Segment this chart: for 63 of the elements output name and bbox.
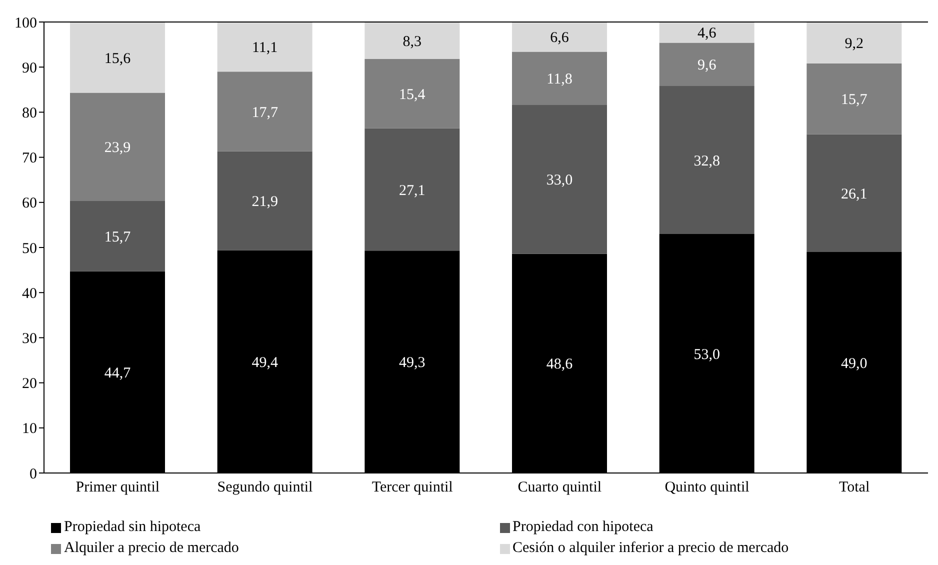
legend-label: Alquiler a precio de mercado (64, 540, 239, 557)
data-label: 49,0 (841, 356, 868, 372)
data-label: 15,6 (104, 50, 132, 67)
data-label: 23,9 (104, 140, 131, 156)
bar (70, 200, 165, 272)
bar (364, 128, 460, 251)
data-label: 6,6 (550, 30, 570, 46)
bar (512, 104, 607, 254)
data-label: 44,7 (104, 366, 132, 382)
bar (512, 22, 607, 52)
bar (806, 134, 902, 252)
y-tick-label: 10 (22, 421, 37, 438)
y-tick-label: 90 (22, 60, 37, 76)
data-label: 49,3 (399, 355, 426, 372)
data-label: 15,7 (104, 229, 132, 246)
bar (806, 22, 902, 64)
data-label: 53,0 (694, 346, 720, 363)
data-label: 17,7 (252, 104, 278, 121)
y-tick-label: 50 (22, 240, 37, 257)
bar (70, 22, 165, 93)
x-tick-label: Total (839, 480, 870, 496)
bar (217, 22, 312, 72)
data-label: 21,9 (252, 194, 278, 210)
x-tick-label: Primer quintil (76, 480, 160, 496)
data-label: 11,8 (546, 72, 572, 88)
y-tick-label: 100 (14, 15, 37, 32)
data-label: 15,7 (841, 92, 868, 108)
bar (364, 22, 460, 59)
x-tick-label: Cuarto quintil (518, 480, 602, 496)
x-tick-label: Segundo quintil (217, 480, 313, 496)
data-label: 48,6 (546, 356, 574, 373)
y-tick-label: 40 (22, 286, 37, 302)
bar (659, 86, 754, 234)
legend-label: Cesión o alquiler inferior a precio de mercado (512, 540, 789, 557)
data-label: 49,4 (252, 354, 278, 371)
x-tick-label: Tercer quintil (372, 480, 453, 496)
data-label: 15,4 (399, 87, 426, 104)
legend-label: Propiedad sin hipoteca (64, 519, 201, 536)
data-label: 33,0 (546, 172, 573, 189)
data-label: 9,6 (697, 58, 717, 74)
bar (659, 22, 754, 43)
bar (512, 52, 607, 105)
data-label: 8,3 (402, 34, 422, 50)
data-label: 4,6 (697, 26, 717, 42)
bar (70, 92, 165, 201)
data-label: 26,1 (841, 186, 868, 202)
x-tick-label: Quinto quintil (664, 480, 750, 496)
y-tick-label: 0 (30, 466, 37, 482)
bar (217, 72, 312, 152)
y-tick-label: 80 (22, 106, 37, 122)
data-label: 32,8 (694, 153, 720, 170)
y-tick-label: 30 (22, 331, 37, 348)
bar (659, 42, 754, 86)
legend-label: Propiedad con hipoteca (512, 519, 654, 536)
y-tick-label: 20 (22, 376, 37, 392)
bar (217, 151, 312, 250)
data-label: 9,2 (844, 36, 864, 52)
data-label: 27,1 (399, 182, 426, 199)
bar (364, 58, 460, 128)
data-label: 11,1 (252, 40, 278, 56)
y-tick-label: 70 (22, 150, 37, 167)
y-tick-label: 60 (22, 196, 37, 212)
bar (806, 63, 902, 134)
